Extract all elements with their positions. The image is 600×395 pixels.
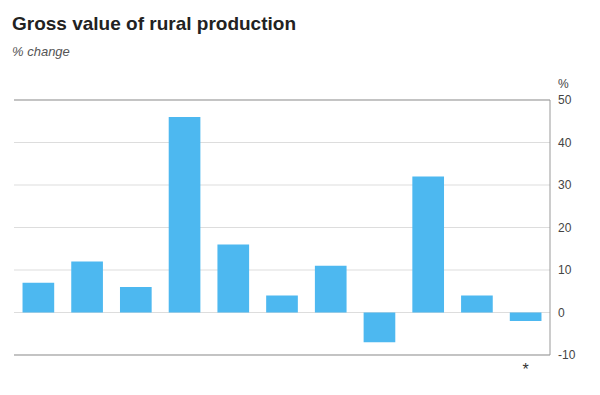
bar [266, 296, 298, 313]
chart-svg: Gross value of rural production % change -… [0, 0, 600, 395]
y-axis-line [550, 100, 551, 355]
tick-label: 30 [558, 178, 572, 192]
grid-line [14, 100, 550, 101]
bar [412, 177, 444, 313]
tick-label: -10 [558, 348, 576, 362]
grid-line [14, 355, 550, 356]
chart-container: Gross value of rural production % change -… [0, 0, 600, 395]
subtitle: % change [12, 44, 70, 59]
bars [23, 117, 542, 342]
bar [461, 296, 493, 313]
grid-line [14, 227, 550, 228]
grid [14, 100, 550, 355]
annotation: * [523, 361, 529, 378]
bar [217, 245, 249, 313]
y-axis-label: % [558, 77, 569, 91]
grid-line [14, 185, 550, 186]
bar [510, 313, 542, 322]
tick-label: 0 [558, 306, 565, 320]
bar [315, 266, 347, 313]
x-axis-line [14, 355, 550, 356]
grid-line [14, 142, 550, 143]
bar [364, 313, 396, 343]
title: Gross value of rural production [12, 13, 296, 34]
top-frame-line [14, 100, 550, 101]
tick-label: 10 [558, 263, 572, 277]
bar [169, 117, 201, 313]
bar [120, 287, 152, 313]
tick-label: 50 [558, 93, 572, 107]
tick-label: 20 [558, 221, 572, 235]
bar [71, 262, 103, 313]
bar [23, 283, 55, 313]
tick-label: 40 [558, 136, 572, 150]
